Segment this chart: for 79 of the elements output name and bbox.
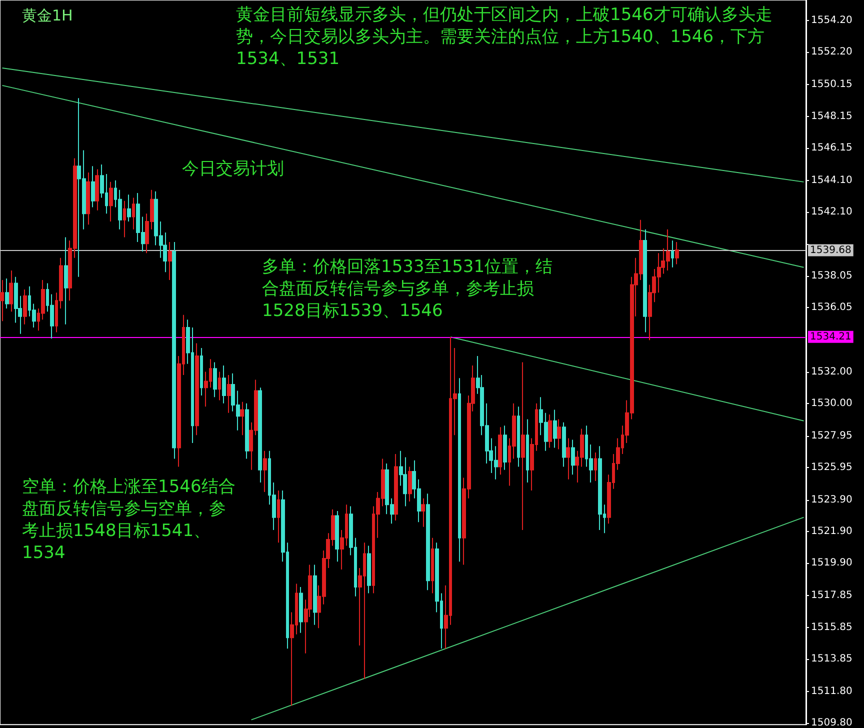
y-tick-label: 1515.85 bbox=[811, 622, 852, 633]
y-tick-label: 1554.20 bbox=[811, 15, 852, 26]
candlestick bbox=[313, 564, 317, 626]
annotation: 黄金目前短线显示多头，但仍处于区间之内，上破1546才可确认多头走势，今日交易以多头为主。需要关注的点位，上方1540、1546，下方1534、1531 bbox=[236, 5, 772, 69]
candlestick bbox=[517, 406, 520, 468]
candlestick bbox=[0, 280, 4, 322]
candlestick bbox=[95, 168, 99, 211]
candlestick bbox=[594, 452, 597, 482]
candlestick bbox=[23, 289, 27, 325]
candlestick bbox=[503, 425, 507, 470]
candlestick bbox=[258, 387, 262, 484]
y-tick-label: 1538.05 bbox=[811, 270, 852, 282]
candlestick bbox=[5, 278, 9, 309]
candlestick bbox=[498, 426, 502, 476]
candlestick bbox=[222, 364, 226, 404]
y-tick-label: 1527.95 bbox=[811, 430, 852, 442]
candlestick bbox=[571, 439, 575, 476]
annotation: 空单：价格上涨至1546结合盘面反转信号参与空单，参考止损1548目标1541、1534 bbox=[22, 477, 236, 563]
candlestick bbox=[213, 362, 217, 398]
candlestick bbox=[263, 450, 267, 493]
y-tick-label: 1521.90 bbox=[811, 526, 852, 538]
candlestick bbox=[367, 545, 371, 594]
y-tick-label: 1513.85 bbox=[811, 653, 852, 664]
y-tick-label: 1544.10 bbox=[811, 174, 852, 186]
y-tick-label: 1519.90 bbox=[811, 558, 852, 569]
y-tick-label: 1525.95 bbox=[811, 462, 852, 473]
candlestick bbox=[195, 342, 199, 436]
y-tick-label: 1550.15 bbox=[811, 79, 852, 90]
candlestick bbox=[643, 228, 647, 333]
y-tick-label: 1523.90 bbox=[811, 494, 852, 506]
candlestick bbox=[548, 414, 552, 448]
candlestick bbox=[566, 438, 570, 480]
candlestick bbox=[598, 446, 602, 530]
ref-line-label: 1539.68 bbox=[810, 244, 852, 256]
candlestick bbox=[123, 200, 126, 238]
y-tick-label: 1546.15 bbox=[811, 142, 852, 154]
candlestick bbox=[335, 510, 339, 562]
candlestick bbox=[132, 197, 135, 230]
y-tick-label: 1548.15 bbox=[811, 110, 852, 122]
candlestick bbox=[675, 242, 679, 265]
y-tick-label: 1532.00 bbox=[811, 366, 852, 378]
y-tick-label: 1530.00 bbox=[811, 398, 852, 409]
candlestick bbox=[394, 454, 398, 521]
candlestick bbox=[408, 466, 412, 502]
candlestick bbox=[9, 270, 13, 312]
candlestick bbox=[299, 586, 303, 634]
candlestick bbox=[277, 490, 280, 544]
candlestick bbox=[227, 374, 231, 414]
y-tick-label: 1552.20 bbox=[811, 46, 852, 58]
candlestick bbox=[426, 493, 430, 591]
candlestick bbox=[64, 236, 68, 325]
y-tick-label: 1511.80 bbox=[811, 686, 852, 697]
text: 黄金1H bbox=[22, 6, 73, 24]
candlestick bbox=[91, 166, 95, 208]
candlestick bbox=[109, 181, 113, 222]
candlestick bbox=[526, 418, 529, 484]
y-tick-label: 1536.05 bbox=[811, 302, 852, 314]
candlestick bbox=[421, 498, 425, 528]
candlestick bbox=[458, 378, 461, 562]
candlestick bbox=[245, 402, 249, 460]
annotation: 多单：价格回落1533至1531位置，结合盘面反转信号参与多单，参考止损1528目标1539、1546 bbox=[262, 257, 553, 321]
candlestick bbox=[200, 348, 203, 396]
ref-line-label: 1534.21 bbox=[810, 331, 852, 342]
candlestick bbox=[562, 422, 566, 468]
candlestick bbox=[671, 240, 674, 268]
candlestick bbox=[431, 537, 434, 594]
candlestick bbox=[86, 172, 90, 226]
y-tick-label: 1542.10 bbox=[811, 206, 852, 218]
candlestick bbox=[218, 371, 221, 401]
candlestick bbox=[557, 418, 561, 450]
candlestick bbox=[168, 242, 172, 281]
candlestick bbox=[172, 242, 176, 460]
candlestick bbox=[553, 409, 557, 448]
annotation: 今日交易计划 bbox=[182, 159, 284, 179]
candlestick bbox=[240, 401, 244, 436]
y-tick-label: 1517.85 bbox=[811, 590, 852, 602]
candlestick bbox=[521, 362, 525, 530]
candlestick bbox=[127, 194, 131, 222]
y-tick-label: 1509.80 bbox=[811, 718, 852, 728]
